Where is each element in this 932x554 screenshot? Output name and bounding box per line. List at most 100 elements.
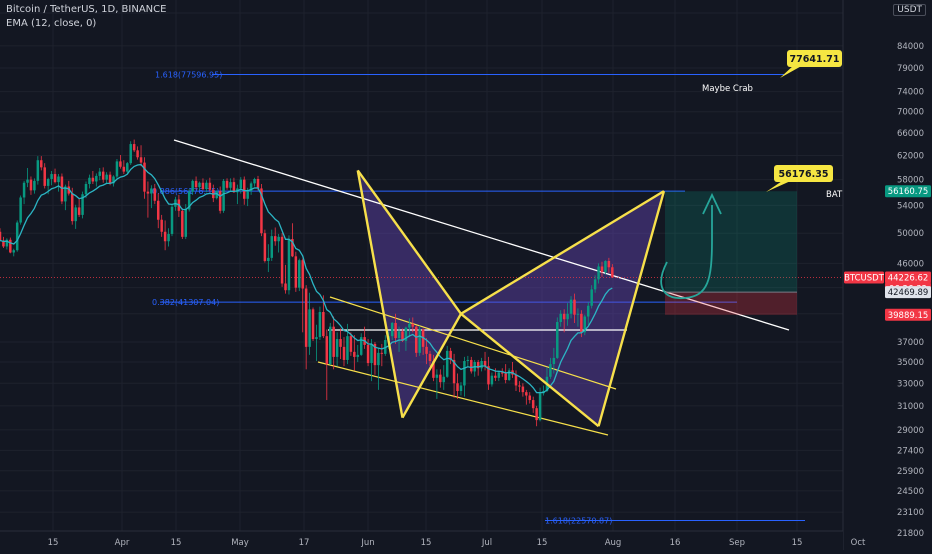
pattern-edge-cd — [597, 190, 666, 427]
candle-body — [225, 180, 229, 188]
price-tick-label: 84000 — [897, 42, 924, 52]
candle-body — [373, 343, 377, 366]
fib-level-label: 1.618(22570.87) — [545, 516, 612, 525]
candle-body — [380, 352, 384, 354]
label-last-price: 44226.62 — [888, 274, 929, 284]
time-tick-label: 15 — [171, 538, 182, 548]
price-axis[interactable]: 21800 23100 24500 25900 27400 29000 31000 33000… — [842, 0, 932, 550]
candle-body — [459, 385, 463, 392]
candle-body — [538, 393, 542, 421]
symbol-legend[interactable]: Bitcoin / TetherUS, 1D, BINANCE — [6, 4, 167, 15]
candle-body — [298, 260, 301, 288]
candle-body — [397, 331, 401, 339]
candle-body — [253, 178, 256, 184]
candle-body — [105, 174, 108, 180]
time-tick-label: Aug — [605, 538, 622, 548]
candle-body — [445, 350, 449, 377]
candle-body — [411, 323, 415, 327]
candle-body — [504, 373, 507, 381]
candle-body — [287, 239, 291, 291]
callouts: 77641.71 56176.35 Maybe Crab BAT — [702, 50, 843, 200]
candle-body — [294, 256, 298, 288]
candle-body — [33, 180, 36, 191]
candle-body — [70, 193, 74, 222]
time-tick-label: Jun — [360, 538, 374, 548]
candle-body — [57, 176, 60, 183]
candle-body — [339, 339, 342, 347]
candle-body — [586, 305, 590, 317]
plot-background — [0, 0, 843, 531]
candle-body — [476, 362, 480, 369]
candle-body — [322, 311, 325, 337]
currency-badge[interactable]: USDT — [893, 4, 926, 16]
pattern-edge-ab — [401, 313, 463, 419]
candle-body — [132, 144, 136, 151]
candle-body — [88, 177, 91, 184]
candle-body — [5, 239, 9, 247]
candle-body — [67, 186, 71, 194]
candle-body — [91, 177, 95, 182]
indicator-legend[interactable]: EMA (12, close, 0) — [6, 18, 97, 29]
candle-body — [414, 326, 418, 353]
candle-body — [349, 336, 353, 352]
candle-body — [580, 313, 583, 333]
candle-body — [150, 188, 153, 194]
candle-body — [215, 190, 218, 199]
candle-body — [401, 331, 404, 341]
candle-body — [394, 322, 397, 339]
candle-body — [525, 392, 528, 396]
candle-body — [198, 182, 201, 188]
callout-label: 56176.35 — [779, 169, 829, 180]
candle-body — [77, 207, 81, 215]
candle-body — [246, 190, 249, 199]
candle-body — [256, 178, 260, 189]
candle-body — [308, 309, 311, 347]
candle-body — [36, 160, 40, 181]
grid — [0, 0, 859, 534]
candle-body — [260, 188, 263, 234]
long-position-box[interactable] — [665, 191, 797, 315]
candle-body — [12, 250, 16, 253]
candle-body — [181, 210, 184, 237]
candle-body — [60, 176, 64, 202]
candle-body — [22, 182, 26, 198]
candle-body — [428, 353, 432, 361]
candle-body — [29, 179, 33, 191]
candle-body — [346, 336, 349, 360]
price-tick-label: 24500 — [897, 487, 924, 497]
candle-body — [280, 236, 284, 284]
label-stop: 39889.15 — [888, 311, 929, 321]
price-tick-label: 27400 — [897, 446, 924, 456]
candle-body — [325, 336, 329, 365]
pattern-fill-xab — [357, 170, 461, 418]
channel-lower-line — [317, 361, 609, 436]
arrow-head — [702, 192, 722, 215]
price-tick-label: 79000 — [897, 64, 924, 74]
candle-body — [311, 309, 315, 340]
candle-body — [328, 326, 332, 365]
candle-body — [53, 174, 57, 183]
candle-body — [284, 283, 287, 291]
candle-body — [184, 209, 188, 237]
price-tick-label: 66000 — [897, 129, 924, 139]
price-tick-label: 74000 — [897, 88, 924, 98]
candle-body — [528, 395, 532, 401]
time-tick-label: Oct — [851, 538, 866, 548]
candle-body — [425, 346, 428, 354]
fib-level-label: 0.886(56176.35) — [152, 187, 219, 196]
candle-body — [377, 352, 380, 366]
candle-body — [463, 360, 466, 386]
candle-body — [494, 375, 497, 378]
candle-body — [480, 360, 483, 369]
time-axis[interactable]: 15 Apr 15 May 17 Jun 15 Jul 15 Aug 16 Sep 15 Oct — [0, 530, 866, 550]
candle-body — [353, 351, 356, 357]
price-tick-label: 46000 — [897, 259, 924, 269]
candle-body — [229, 182, 232, 188]
candle-body — [160, 219, 163, 232]
candle-body — [270, 236, 274, 258]
time-tick-label: Jul — [481, 538, 492, 548]
candle-body — [146, 191, 150, 194]
candle-body — [46, 178, 50, 186]
